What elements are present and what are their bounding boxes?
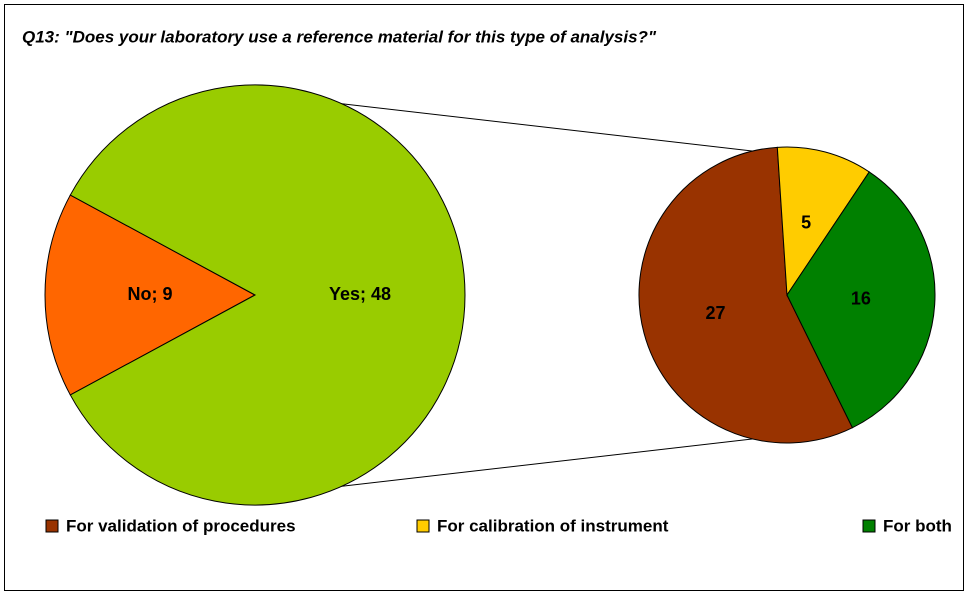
pie-slice xyxy=(786,171,936,429)
legend-label: For validation of procedures xyxy=(66,516,296,535)
pie-slice xyxy=(69,84,466,506)
pie-slice xyxy=(776,146,870,297)
legend-label: For both xyxy=(883,516,952,535)
legend-swatch xyxy=(416,519,430,533)
data-label: No; 9 xyxy=(128,284,173,304)
pie-slice xyxy=(638,146,854,444)
legend-label: For calibration of instrument xyxy=(437,516,669,535)
pie-slice xyxy=(44,194,257,396)
data-label: 5 xyxy=(801,212,811,232)
connector-line xyxy=(291,97,788,156)
data-label: Yes; 48 xyxy=(329,284,391,304)
connector-line xyxy=(291,434,788,493)
data-label: 27 xyxy=(706,303,726,323)
legend-swatch xyxy=(45,519,59,533)
data-label: 16 xyxy=(851,289,871,309)
legend-swatch xyxy=(862,519,876,533)
chart-title: Q13: "Does your laboratory use a referen… xyxy=(22,27,657,46)
